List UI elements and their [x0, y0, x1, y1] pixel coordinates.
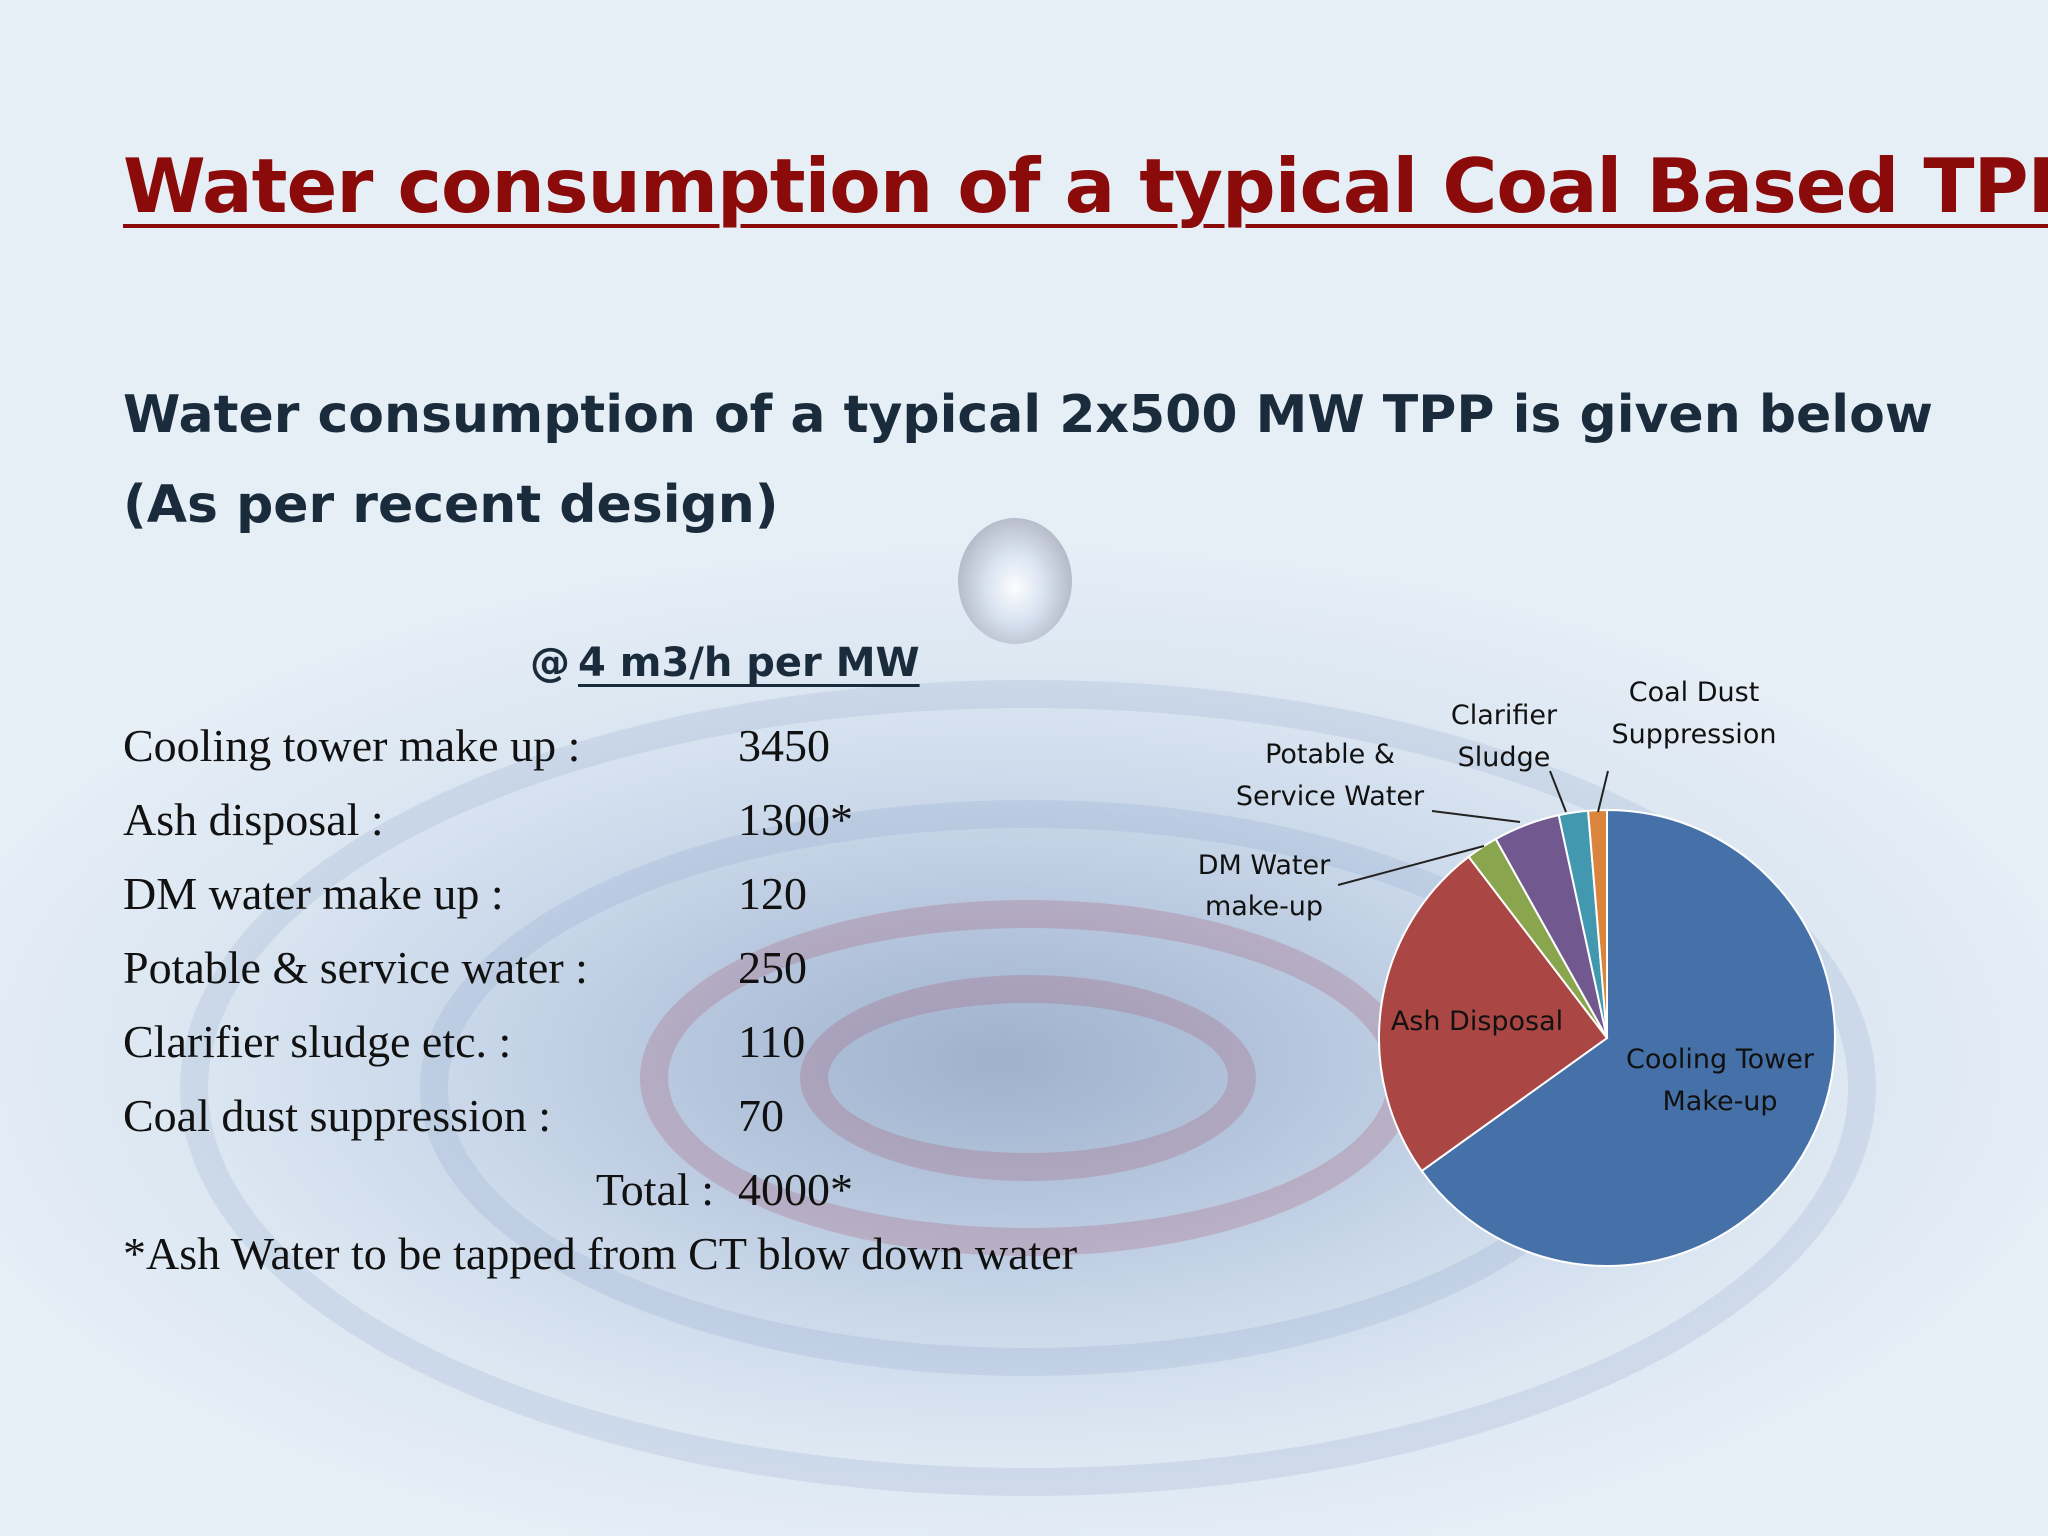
- slide-title: Water consumption of a typical Coal Base…: [123, 142, 2048, 230]
- pie-leader-line: [1549, 770, 1567, 813]
- pie-slice-label: Clarifier Sludge: [1451, 700, 1558, 773]
- pie-slice: [1420, 808, 1836, 1267]
- consumption-table: Cooling tower make up : 3450 Ash disposa…: [123, 708, 853, 1226]
- row-label: Ash disposal :: [123, 793, 384, 845]
- pie-slice-label: Ash Disposal: [1391, 1006, 1563, 1037]
- table-row: Clarifier sludge etc. : 110: [123, 1004, 853, 1078]
- row-label: Clarifier sludge etc. :: [123, 1015, 512, 1067]
- pie-leader-line: [1431, 810, 1521, 823]
- slide-subtitle: Water consumption of a typical 2x500 MW …: [123, 385, 1933, 535]
- total-value: 4000*: [738, 1163, 853, 1215]
- pie-slice-label: DM Water make-up: [1198, 850, 1331, 922]
- row-value: 250: [738, 941, 807, 993]
- pie-leader-line: [1597, 770, 1609, 813]
- row-label: DM water make up :: [123, 867, 504, 919]
- table-row: Cooling tower make up : 3450: [123, 708, 853, 782]
- row-value: 1300*: [738, 793, 853, 845]
- row-label: Cooling tower make up :: [123, 719, 581, 771]
- row-value: 3450: [738, 719, 830, 771]
- rate-header-value: 4 m3/h per MW: [578, 640, 920, 686]
- row-label: Potable & service water :: [123, 941, 588, 993]
- table-row: Ash disposal : 1300*: [123, 782, 853, 856]
- total-row: Total : 4000*: [123, 1152, 853, 1226]
- table-row: Potable & service water : 250: [123, 930, 853, 1004]
- pie-slice-label: Coal Dust Suppression: [1612, 677, 1777, 750]
- table-row: DM water make up : 120: [123, 856, 853, 930]
- row-value: 110: [738, 1015, 806, 1067]
- pie-slice-label: Potable & Service Water: [1236, 739, 1425, 812]
- pie-slice-label: Cooling Tower Make-up: [1626, 1044, 1815, 1117]
- row-label: Coal dust suppression :: [123, 1089, 552, 1141]
- footnote: *Ash Water to be tapped from CT blow dow…: [123, 1228, 1078, 1279]
- table-row: Coal dust suppression : 70: [123, 1078, 853, 1152]
- row-value: 120: [738, 867, 807, 919]
- pie-leader-line: [1337, 845, 1485, 886]
- pie-slice: [1378, 855, 1609, 1173]
- water-drop-image: [958, 518, 1072, 644]
- rate-header-prefix: @: [530, 640, 570, 686]
- rate-header: @4 m3/h per MW: [530, 640, 920, 686]
- row-value: 70: [738, 1089, 784, 1141]
- total-label: Total :: [595, 1163, 714, 1215]
